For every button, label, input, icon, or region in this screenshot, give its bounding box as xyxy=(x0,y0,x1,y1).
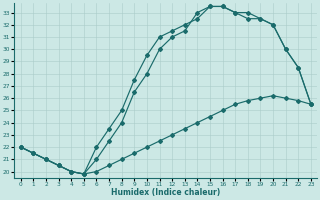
X-axis label: Humidex (Indice chaleur): Humidex (Indice chaleur) xyxy=(111,188,220,197)
